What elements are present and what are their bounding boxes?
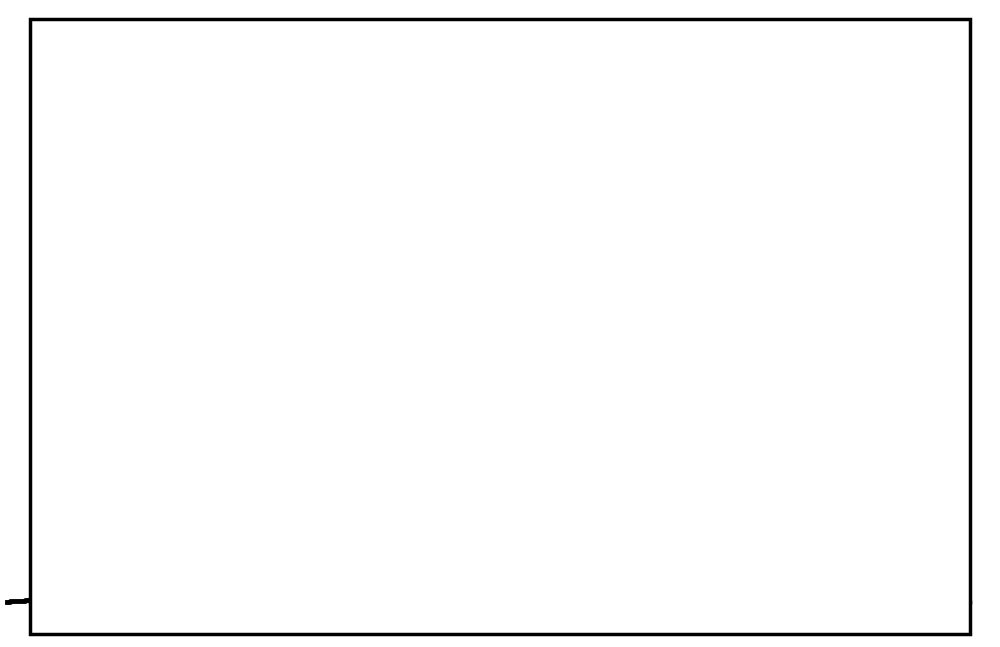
- Text: T: T: [448, 34, 482, 76]
- Text: A: A: [118, 34, 152, 76]
- Text: G: G: [796, 34, 834, 76]
- Text: C: C: [277, 34, 313, 76]
- Text: A: A: [588, 34, 622, 76]
- FancyBboxPatch shape: [30, 19, 970, 634]
